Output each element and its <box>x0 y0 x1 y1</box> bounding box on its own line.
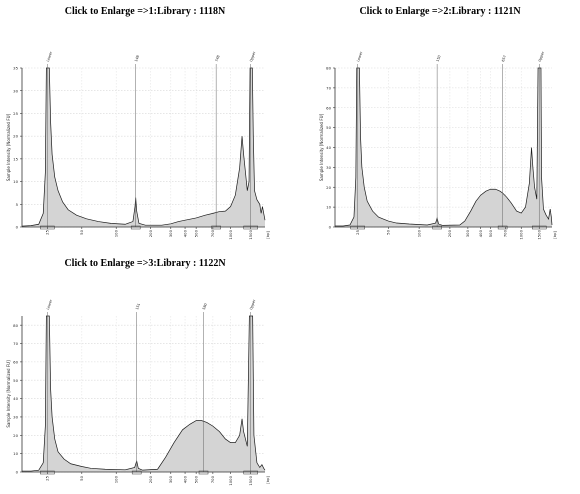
x-axis-label: [bp] <box>552 231 557 239</box>
trace-line <box>335 67 553 227</box>
trace-line <box>21 67 266 227</box>
x-tick-label: 700 <box>503 229 508 237</box>
y-tick-label: 10 <box>326 205 331 210</box>
y-tick-label: 25 <box>13 111 18 116</box>
peak-marker-label: Upper <box>249 298 257 310</box>
x-tick-label: 1000 <box>228 229 233 239</box>
x-tick-label: 300 <box>465 229 470 237</box>
y-tick-label: 0 <box>16 470 19 475</box>
y-tick-label: 10 <box>13 179 18 184</box>
y-axis-label: Sample Intensity [Normalized FU] <box>6 360 11 428</box>
y-tick-label: 15 <box>13 156 18 161</box>
y-tick-label: 70 <box>326 85 331 90</box>
y-tick-label: 0 <box>16 225 19 230</box>
x-tick-label: 25 <box>355 229 360 234</box>
x-tick-label: 50 <box>79 475 84 480</box>
x-tick-label: 50 <box>79 229 84 234</box>
x-tick-label: 500 <box>488 229 493 237</box>
y-tick-label: 30 <box>326 165 331 170</box>
x-tick-label: 1500 <box>537 229 542 239</box>
x-tick-label: 300 <box>168 475 173 483</box>
y-tick-label: 80 <box>326 66 331 71</box>
y-tick-label: 40 <box>326 145 331 150</box>
x-tick-label: 400 <box>182 475 187 483</box>
y-tick-label: 60 <box>326 105 331 110</box>
y-tick-label: 80 <box>13 323 18 328</box>
marker-bracket <box>211 225 221 230</box>
y-tick-label: 30 <box>13 415 18 420</box>
chart-title-2[interactable]: Click to Enlarge =>2:Library : 1121N <box>359 6 521 17</box>
x-tick-label: 200 <box>148 229 153 237</box>
trace-fill <box>22 68 265 227</box>
x-axis-label: [bp] <box>265 231 270 239</box>
x-tick-label: 400 <box>478 229 483 237</box>
peak-marker-label: 657 <box>501 55 507 63</box>
y-axis-label: Sample Intensity [Normalized FU] <box>319 113 324 181</box>
x-tick-label: 100 <box>114 475 119 483</box>
marker-bracket <box>198 470 209 475</box>
y-tick-label: 10 <box>13 451 18 456</box>
marker-bracket <box>497 225 508 230</box>
marker-bracket <box>130 225 141 230</box>
x-tick-label: 700 <box>210 229 215 237</box>
x-tick-label: 200 <box>447 229 452 237</box>
peak-marker-label: 148 <box>134 55 140 63</box>
x-tick-label: 25 <box>45 475 50 480</box>
y-tick-label: 0 <box>329 225 332 230</box>
x-tick-label: 500 <box>193 229 198 237</box>
chart-panel-3: Click to Enlarge =>3:Library : 1122N 0 10… <box>0 258 290 494</box>
y-tick-label: 35 <box>13 66 18 71</box>
trace-line <box>22 315 266 472</box>
electropherogram-2: 0 10 20 30 40 50 60 70 80 Sample Intensity [Norma… <box>319 50 557 239</box>
y-axis-label: Sample Intensity [Normalized FU] <box>6 113 11 181</box>
x-tick-label: 1000 <box>228 475 233 485</box>
chart-title-1[interactable]: Click to Enlarge =>1:Library : 1118N <box>64 6 226 17</box>
y-tick-label: 5 <box>16 202 19 207</box>
x-axis-label: [bp] <box>265 476 270 484</box>
x-tick-label: 50 <box>386 229 391 234</box>
peak-marker-label: 150 <box>436 55 442 63</box>
y-tick-label: 20 <box>13 433 18 438</box>
peak-marker-label: 580 <box>202 303 208 311</box>
x-tick-label: 400 <box>182 229 187 237</box>
peak-marker-label: 151 <box>135 303 141 311</box>
peak-marker-label: Lower <box>46 51 54 63</box>
y-tick-label: 50 <box>326 125 331 130</box>
x-tick-label: 100 <box>114 229 119 237</box>
x-tick-label: 25 <box>45 229 50 234</box>
peak-marker-label: Lower <box>356 51 364 63</box>
y-tick-label: 20 <box>326 185 331 190</box>
chart-title-3[interactable]: Click to Enlarge =>3:Library : 1122N <box>64 258 226 269</box>
marker-bracket <box>432 225 442 230</box>
chart-panel-2: Click to Enlarge =>2:Library : 1121N 0 10… <box>300 6 580 246</box>
x-tick-label: 700 <box>210 475 215 483</box>
peak-marker-label: Upper <box>538 50 546 62</box>
peak-marker-label: 748 <box>215 55 221 63</box>
x-tick-label: 1500 <box>248 475 253 485</box>
electropherogram-1: 0 5 10 15 20 25 30 35 Sample Intensity [Normaliz… <box>6 50 270 239</box>
y-tick-label: 40 <box>13 396 18 401</box>
x-tick-label: 100 <box>416 229 421 237</box>
y-tick-label: 20 <box>13 134 18 139</box>
y-tick-label: 50 <box>13 378 18 383</box>
electropherogram-3: 0 10 20 30 40 50 60 70 80 Sample Intensity [Norma… <box>6 298 270 485</box>
peak-marker-label: Lower <box>46 299 54 311</box>
trace-fill <box>22 316 265 472</box>
x-tick-label: 1500 <box>248 229 253 239</box>
x-tick-label: 500 <box>193 475 198 483</box>
x-tick-label: 300 <box>168 229 173 237</box>
peak-marker-label: Upper <box>249 50 257 62</box>
marker-bracket <box>131 470 142 475</box>
y-tick-label: 60 <box>13 359 18 364</box>
x-tick-label: 1000 <box>519 229 524 239</box>
chart-panel-1: Click to Enlarge =>1:Library : 1118N 0 5 1… <box>0 6 290 246</box>
y-tick-label: 70 <box>13 341 18 346</box>
x-tick-label: 200 <box>148 475 153 483</box>
y-tick-label: 30 <box>13 88 18 93</box>
